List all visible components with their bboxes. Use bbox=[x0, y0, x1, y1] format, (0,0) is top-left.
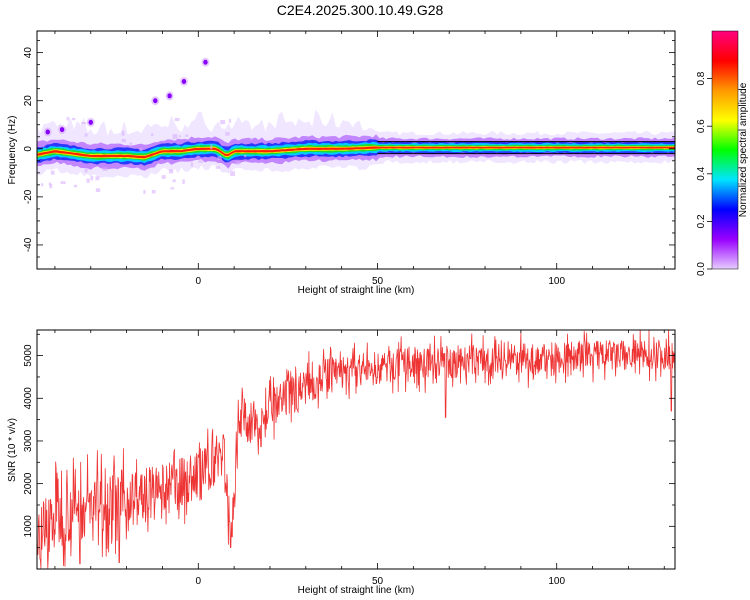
spectrogram-y-tick-label: 40 bbox=[23, 47, 34, 59]
spectrogram-speck bbox=[225, 132, 230, 136]
snr-y-tick-label: 1000 bbox=[23, 515, 34, 538]
spectrogram-speck bbox=[172, 179, 176, 183]
spectrogram-speck bbox=[228, 118, 232, 123]
spectrogram-speck bbox=[102, 167, 108, 171]
spectrogram-speck bbox=[139, 148, 143, 151]
snr-x-label: Height of straight line (km) bbox=[298, 585, 415, 596]
spectrogram-x-tick-label: 100 bbox=[548, 276, 565, 287]
snr-x-tick-label: 50 bbox=[372, 576, 384, 587]
spectrogram-speck bbox=[50, 170, 55, 175]
snr-y-ticks: 1000 2000 3000 4000 5000 bbox=[23, 333, 675, 549]
spectrogram-speck bbox=[217, 156, 222, 161]
spectrogram-x-tick-label: 0 bbox=[196, 276, 202, 287]
colorbar-tick-label: 0.8 bbox=[696, 71, 707, 85]
spectrogram-outlier-point bbox=[181, 78, 187, 84]
spectrogram-outlier-point bbox=[167, 93, 172, 99]
colorbar-label: Normalized spectral amplitude bbox=[738, 82, 749, 217]
spectrogram-speck bbox=[235, 161, 241, 165]
spectrogram-y-tick-label: 20 bbox=[23, 95, 34, 107]
spectrogram-x-ticks: 0 50 100 bbox=[54, 31, 665, 287]
spectrogram-speck bbox=[84, 168, 88, 173]
snr-series-line bbox=[37, 330, 675, 569]
spectrogram-speck bbox=[48, 182, 51, 186]
spectrogram-outlier-point bbox=[45, 129, 50, 135]
spectrogram-y-tick-label: -40 bbox=[23, 237, 34, 252]
spectrogram-speck bbox=[95, 188, 101, 193]
spectrogram-speck bbox=[170, 187, 175, 190]
spectrogram-outlier-point bbox=[88, 119, 93, 125]
snr-y-tick-label: 3000 bbox=[23, 429, 34, 452]
snr-y-label: SNR (10 * v/v) bbox=[7, 418, 18, 482]
spectrogram-y-ticks: -40 -20 0 20 40 bbox=[23, 40, 675, 270]
spectrogram-speck bbox=[81, 122, 87, 125]
spectrogram-frame bbox=[36, 30, 676, 270]
colorbar-bar bbox=[711, 30, 739, 270]
snr-panel: 0 50 100 1000 2000 3000 4000 5000 Height of st… bbox=[7, 329, 676, 596]
spectrogram-speck bbox=[84, 133, 88, 137]
spectrogram-speck bbox=[90, 175, 94, 181]
spectrogram-outlier-point bbox=[203, 59, 208, 65]
spectrogram-band bbox=[37, 146, 675, 159]
colorbar-tick-label: 0.6 bbox=[696, 119, 707, 133]
spectrogram-speck bbox=[161, 175, 166, 179]
snr-y-tick-label: 5000 bbox=[23, 344, 34, 367]
spectrogram-y-label: Frequency (Hz) bbox=[7, 116, 18, 185]
spectrogram-speck bbox=[60, 181, 66, 185]
spectrogram-speck bbox=[178, 135, 181, 138]
snr-frame bbox=[36, 329, 676, 570]
spectrogram-speck bbox=[66, 117, 70, 121]
snr-y-tick-label: 2000 bbox=[23, 472, 34, 495]
spectrogram-speck bbox=[73, 184, 78, 188]
spectrogram-speck bbox=[129, 142, 133, 147]
spectrogram-speck bbox=[168, 169, 174, 174]
spectrogram-speck bbox=[151, 133, 154, 137]
snr-x-ticks: 0 50 100 bbox=[54, 330, 665, 587]
spectrogram-speck bbox=[121, 130, 125, 136]
spectrogram-panel: 0 50 100 -40 -20 0 20 40 Height of straight li… bbox=[7, 30, 676, 296]
spectrogram-speck bbox=[95, 176, 100, 181]
spectrogram-speck bbox=[210, 144, 213, 150]
spectrogram-speck bbox=[182, 179, 185, 184]
spectrogram-plot-area bbox=[37, 57, 675, 194]
spectrogram-speck bbox=[190, 162, 193, 167]
spectrogram-speck bbox=[249, 137, 253, 141]
spectrogram-speck bbox=[71, 117, 76, 121]
spectrogram-speck bbox=[121, 138, 126, 143]
colorbar-tick-label: 0.2 bbox=[696, 214, 707, 228]
spectrogram-speck bbox=[174, 117, 180, 121]
spectrogram-speck bbox=[151, 190, 156, 194]
colorbar-tick-label: 0.0 bbox=[696, 262, 707, 276]
chart-title: C2E4.2025.300.10.49.G28 bbox=[277, 2, 444, 18]
spectrogram-speck bbox=[198, 160, 203, 163]
spectrogram-speck bbox=[40, 183, 44, 187]
spectrogram-speck bbox=[220, 120, 226, 125]
spectrogram-speck bbox=[49, 183, 53, 189]
colorbar: 0.0 0.2 0.4 0.6 0.8 Normalized spectral ampl… bbox=[696, 30, 749, 276]
spectrogram-x-label: Height of straight line (km) bbox=[298, 285, 415, 296]
colorbar-tick-label: 0.4 bbox=[696, 166, 707, 180]
snr-y-tick-label: 4000 bbox=[23, 387, 34, 410]
snr-x-tick-label: 0 bbox=[196, 576, 202, 587]
spectrogram-speck bbox=[244, 154, 247, 158]
spectrogram-speck bbox=[172, 134, 178, 140]
spectrogram-speck bbox=[86, 178, 90, 183]
spectrogram-x-tick-label: 50 bbox=[372, 276, 384, 287]
spectrogram-speck bbox=[143, 189, 146, 194]
spectrogram-outlier-point bbox=[153, 98, 158, 104]
spectrogram-speck bbox=[230, 171, 235, 177]
spectrogram-speck bbox=[215, 166, 221, 169]
colorbar-ticks: 0.0 0.2 0.4 0.6 0.8 bbox=[696, 71, 712, 276]
spectrogram-outlier-point bbox=[59, 127, 65, 133]
spectrogram-speck bbox=[185, 134, 189, 137]
spectrogram-y-tick-label: 0 bbox=[23, 146, 34, 152]
snr-x-tick-label: 100 bbox=[548, 576, 565, 587]
snr-plot-area bbox=[37, 330, 675, 569]
spectrogram-y-tick-label: -20 bbox=[23, 189, 34, 204]
